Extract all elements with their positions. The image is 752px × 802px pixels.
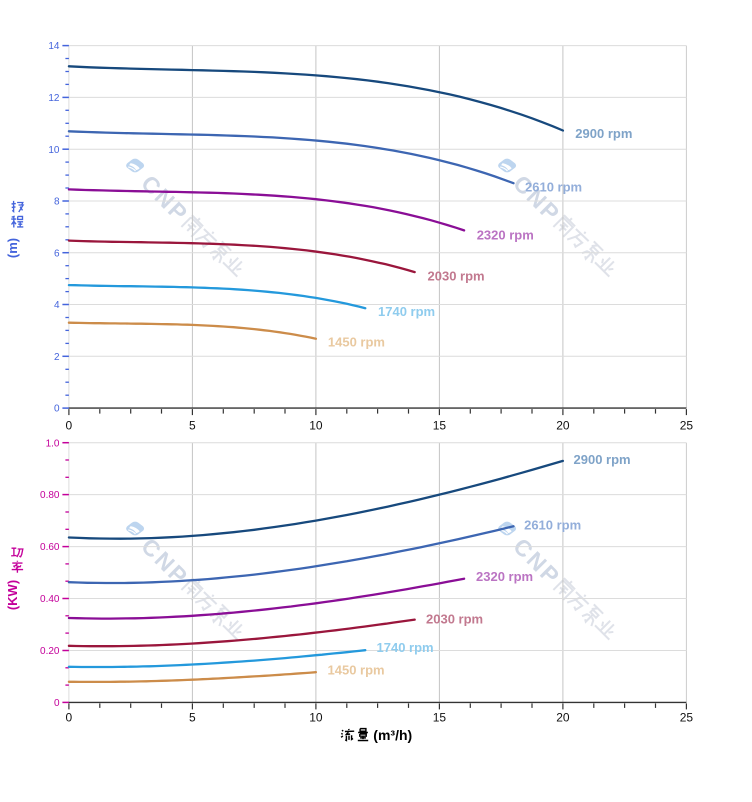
svg-text:25: 25 bbox=[680, 711, 694, 725]
svg-text:12: 12 bbox=[48, 93, 60, 104]
svg-text:20: 20 bbox=[556, 419, 570, 433]
svg-text:5: 5 bbox=[189, 711, 196, 725]
svg-text:1450 rpm: 1450 rpm bbox=[328, 663, 385, 678]
svg-text:(m): (m) bbox=[5, 238, 20, 258]
svg-text:0.40: 0.40 bbox=[40, 594, 60, 605]
svg-text:0.60: 0.60 bbox=[40, 542, 60, 553]
svg-text:10: 10 bbox=[48, 145, 60, 156]
svg-text:(KW): (KW) bbox=[5, 580, 20, 610]
svg-text:1.0: 1.0 bbox=[46, 438, 60, 449]
svg-text:2030 rpm: 2030 rpm bbox=[428, 268, 485, 283]
svg-text:2: 2 bbox=[54, 352, 60, 363]
svg-text:10: 10 bbox=[309, 419, 323, 433]
svg-text:10: 10 bbox=[309, 711, 323, 725]
svg-text:2030 rpm: 2030 rpm bbox=[426, 612, 483, 627]
svg-text:0.20: 0.20 bbox=[40, 646, 60, 657]
svg-text:2900 rpm: 2900 rpm bbox=[574, 452, 631, 467]
svg-text:0: 0 bbox=[66, 419, 73, 433]
svg-text:0.80: 0.80 bbox=[40, 490, 60, 501]
svg-text:4: 4 bbox=[54, 300, 60, 311]
svg-text:0: 0 bbox=[66, 711, 73, 725]
svg-text:6: 6 bbox=[54, 248, 60, 259]
svg-text:5: 5 bbox=[189, 419, 196, 433]
svg-text:20: 20 bbox=[556, 711, 570, 725]
svg-text:1740 rpm: 1740 rpm bbox=[378, 304, 435, 319]
svg-text:25: 25 bbox=[680, 419, 694, 433]
svg-text:0: 0 bbox=[54, 698, 60, 709]
svg-text:2610 rpm: 2610 rpm bbox=[524, 518, 581, 533]
svg-text:2320 rpm: 2320 rpm bbox=[476, 569, 533, 584]
svg-text:1740 rpm: 1740 rpm bbox=[377, 640, 434, 655]
svg-text:1450 rpm: 1450 rpm bbox=[328, 335, 385, 350]
svg-text:(m³/h): (m³/h) bbox=[373, 727, 412, 743]
svg-text:15: 15 bbox=[433, 419, 447, 433]
svg-text:14: 14 bbox=[48, 41, 60, 52]
svg-text:8: 8 bbox=[54, 197, 60, 208]
svg-text:0: 0 bbox=[54, 404, 60, 415]
svg-text:2900 rpm: 2900 rpm bbox=[575, 126, 632, 141]
svg-text:2610 rpm: 2610 rpm bbox=[525, 179, 582, 194]
svg-text:15: 15 bbox=[433, 711, 447, 725]
svg-text:2320 rpm: 2320 rpm bbox=[477, 227, 534, 242]
